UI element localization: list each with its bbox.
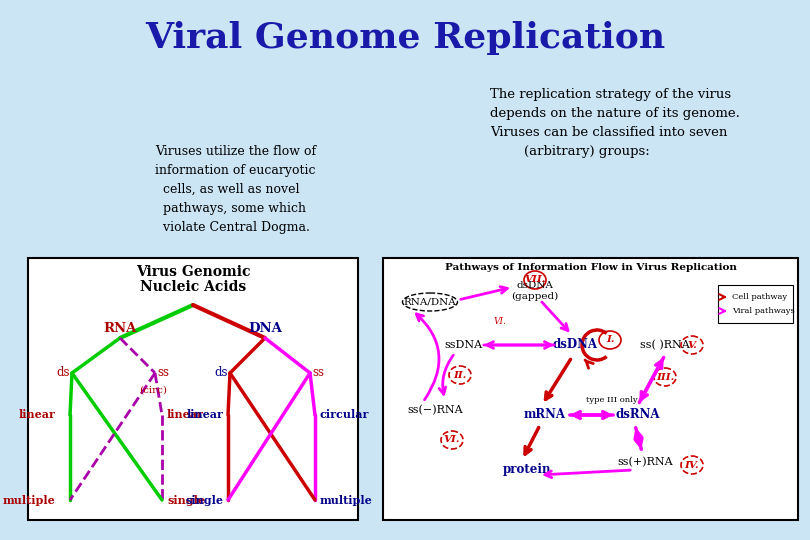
- Text: (gapped): (gapped): [511, 292, 559, 301]
- Text: III.: III.: [656, 373, 674, 381]
- Text: multiple: multiple: [2, 495, 55, 505]
- Text: dsRNA: dsRNA: [616, 408, 660, 422]
- FancyBboxPatch shape: [718, 285, 793, 323]
- Text: Viral Genome Replication: Viral Genome Replication: [145, 21, 665, 55]
- Text: IV.: IV.: [684, 461, 699, 469]
- Text: multiple: multiple: [320, 495, 373, 505]
- Text: single: single: [167, 495, 205, 505]
- Text: Nucleic Acids: Nucleic Acids: [140, 280, 246, 294]
- Text: dsDNA: dsDNA: [552, 339, 598, 352]
- Text: single: single: [185, 495, 223, 505]
- Text: Virus Genomic: Virus Genomic: [136, 265, 250, 279]
- Text: (circ): (circ): [139, 386, 167, 395]
- Text: V.: V.: [687, 341, 697, 349]
- Text: II.: II.: [454, 370, 467, 380]
- Text: ss(+)RNA: ss(+)RNA: [617, 457, 673, 467]
- Text: RNA: RNA: [104, 322, 137, 335]
- Text: ss(−)RNA: ss(−)RNA: [407, 405, 463, 415]
- Text: Pathways of Information Flow in Virus Replication: Pathways of Information Flow in Virus Re…: [445, 264, 736, 273]
- FancyBboxPatch shape: [28, 258, 358, 520]
- Text: ss: ss: [157, 367, 169, 380]
- Text: ss: ss: [312, 367, 324, 380]
- Text: linear: linear: [167, 409, 204, 421]
- Text: VI.: VI.: [444, 435, 460, 444]
- Text: dsDNA: dsDNA: [517, 280, 553, 289]
- Text: Viral pathways: Viral pathways: [732, 307, 795, 315]
- Text: circular: circular: [320, 409, 369, 421]
- Text: ssDNA: ssDNA: [444, 340, 482, 350]
- Text: Cell pathway: Cell pathway: [732, 293, 787, 301]
- Text: ss( )RNA: ss( )RNA: [640, 340, 690, 350]
- Text: DNA: DNA: [248, 322, 282, 335]
- Text: type III only: type III only: [586, 396, 637, 404]
- Text: I.: I.: [606, 335, 614, 345]
- Text: linear: linear: [186, 409, 223, 421]
- Text: ds: ds: [57, 367, 70, 380]
- Text: VII.: VII.: [524, 275, 546, 285]
- Text: ds: ds: [215, 367, 228, 380]
- Text: VI.: VI.: [493, 318, 506, 327]
- Text: The replication strategy of the virus
depends on the nature of its genome.
Virus: The replication strategy of the virus de…: [490, 88, 740, 158]
- Text: linear: linear: [18, 409, 55, 421]
- Text: protein: protein: [503, 463, 552, 476]
- FancyBboxPatch shape: [383, 258, 798, 520]
- Text: RNA/DNA: RNA/DNA: [403, 298, 456, 307]
- Text: Viruses utilize the flow of
information of eucaryotic
  cells, as well as novel
: Viruses utilize the flow of information …: [155, 145, 316, 234]
- Text: mRNA: mRNA: [524, 408, 566, 422]
